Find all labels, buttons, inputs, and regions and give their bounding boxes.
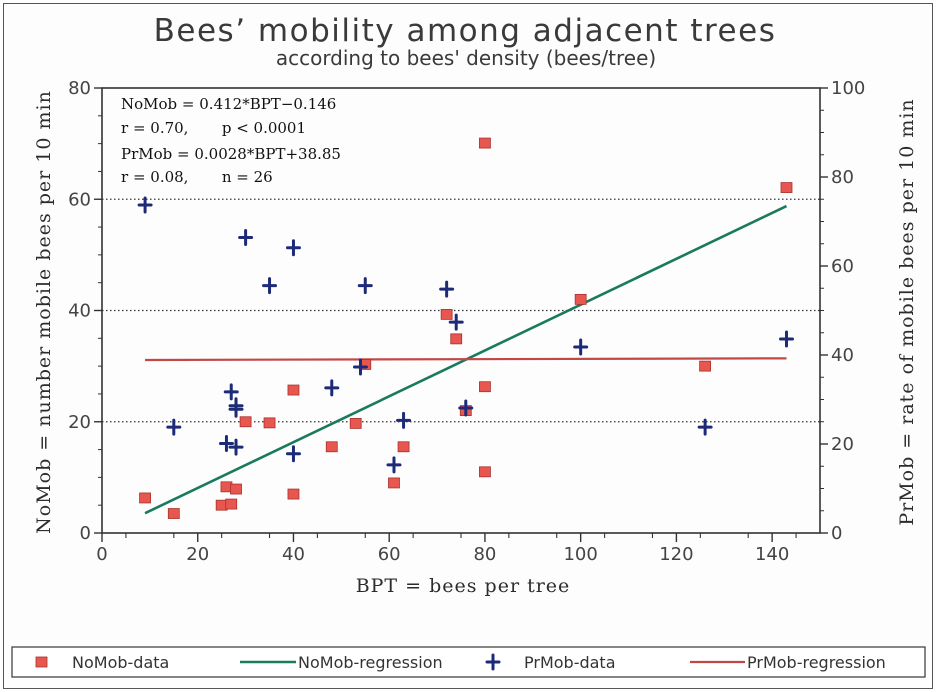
prmob-data-point [223,383,239,401]
y-left-tick-label: 20 [68,412,91,433]
y-axis-label-left: NoMob = number mobile bees per 10 min [33,90,55,534]
nomob-data-point [225,498,238,510]
prmob-data-point [285,239,301,257]
nomob-data-point [479,381,491,393]
annotation-line: PrMob = 0.0028*BPT+38.85 [121,145,341,163]
legend-box [11,646,926,678]
legend: NoMob-data NoMob-regression PrMob-data PrMo… [35,653,886,672]
x-tick-label: 120 [659,544,693,565]
prmob-regression-line [145,357,787,362]
y-axis-label-right: PrMob = rate of mobile bees per 10 min [896,98,918,525]
nomob-data-point [230,483,242,495]
y-left-tick-label: 60 [68,189,91,210]
chart-frame [3,3,933,689]
nomob-data-point [780,182,793,193]
y-left-tick-label: 0 [80,523,91,544]
y-left-tick-label: 40 [68,301,91,322]
y-right-tick-label: 20 [831,434,854,455]
nomob-data-point [287,384,300,396]
x-tick-label: 100 [563,544,597,565]
prmob-data-point [697,418,713,436]
prmob-data-point [357,277,373,295]
nomob-data-point [139,492,151,504]
nomob-data-point [167,508,180,519]
nomob-data-point [699,360,712,372]
prmob-data-point [228,400,244,418]
nomob-data-point [287,488,300,500]
annotation-line: NoMob = 0.412*BPT−0.146 [121,95,336,113]
y-right-tick-label: 100 [831,78,865,99]
data-markers [137,137,794,519]
tick-labels: 0 20 40 60 80 100 120 140 0 20 40 60 80 0 20 40 60 80 100 [68,78,865,565]
x-tick-label: 60 [378,544,401,565]
axes [94,87,828,542]
chart-title: Bees’ mobility among adjacent trees [154,13,777,49]
nomob-data-point [397,441,410,453]
regression-lines [144,204,788,515]
prmob-data-point [166,418,182,436]
y-right-tick-label: 80 [831,167,854,188]
prmob-data-point [228,438,244,456]
legend-label-prmob-data: PrMob-data [524,653,616,672]
nomob-data-point [479,137,491,149]
prmob-data-point [439,280,455,298]
y-right-tick-label: 60 [831,256,854,277]
prmob-data-point [285,445,301,463]
prmob-data-point [137,196,153,214]
y-right-tick-label: 40 [831,345,854,366]
regression-annotations: NoMob = 0.412*BPT−0.146 r = 0.70, p < 0.0… [121,95,341,186]
nomob-data-point [349,418,362,429]
nomob-data-point [440,308,453,320]
nomob-data-point [388,477,400,489]
prmob-data-point [573,338,589,356]
legend-label-nomob-data: NoMob-data [72,653,169,672]
prmob-data-point [218,435,234,453]
chart-subtitle: according to bees' density (bees/tree) [276,46,656,70]
prmob-data-point [262,277,278,295]
nomob-data-point [263,417,276,429]
annotation-line: r = 0.08, n = 26 [121,168,273,186]
nomob-data-point [239,416,252,428]
prmob-data-point [396,411,412,429]
legend-label-prmob-regression: PrMob-regression [747,653,886,672]
nomob-data-point [479,466,491,478]
nomob-data-point [574,293,587,305]
x-tick-label: 40 [282,544,305,565]
annotation-line: r = 0.70, p < 0.0001 [121,119,306,137]
y-right-tick-label: 0 [831,523,842,544]
legend-label-nomob-regression: NoMob-regression [298,653,443,672]
x-tick-label: 20 [186,544,209,565]
grid-lines [102,198,820,423]
prmob-data-point [448,313,464,331]
prmob-data-point [352,358,368,376]
prmob-data-point [778,330,794,348]
x-tick-label: 80 [473,544,496,565]
x-tick-label: 0 [96,544,107,565]
nomob-data-point [325,441,338,453]
y-left-tick-label: 80 [68,78,91,99]
x-axis-label: BPT = bees per tree [356,575,571,597]
prmob-data-point [458,399,474,417]
prmob-data-point [324,379,340,397]
prmob-data-point [238,229,254,247]
prmob-data-point [386,456,402,474]
legend-plus-marker [485,653,501,671]
legend-square-marker [35,656,48,668]
x-tick-label: 140 [755,544,789,565]
nomob-data-point [450,333,463,345]
